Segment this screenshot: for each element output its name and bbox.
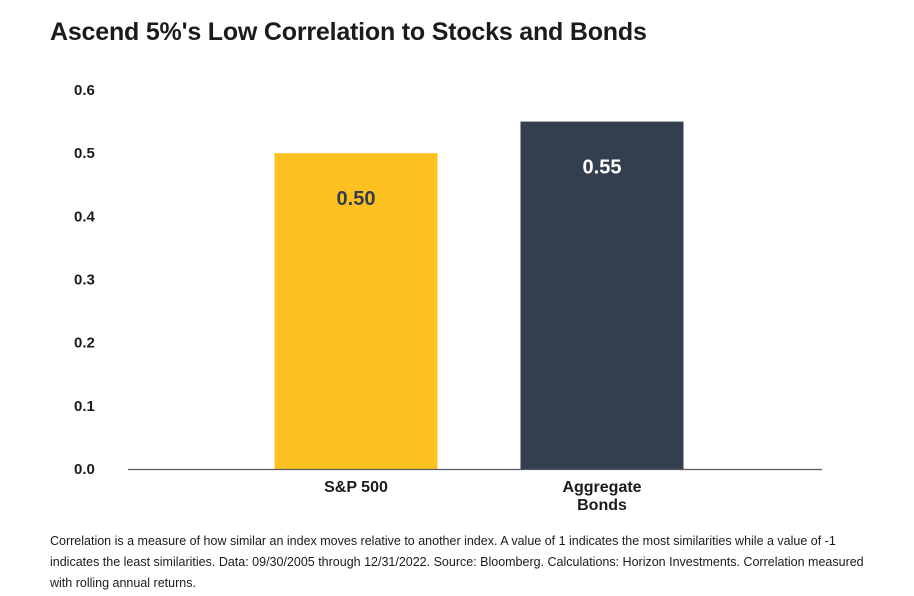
x-category-label: S&P 500 [324, 479, 388, 496]
y-tick-label: 0.0 [74, 461, 95, 478]
y-tick-label: 0.3 [74, 272, 95, 289]
y-tick-label: 0.4 [74, 208, 96, 225]
bar [520, 121, 684, 469]
y-tick-label: 0.6 [74, 82, 95, 99]
bar [274, 153, 438, 469]
y-tick-label: 0.2 [74, 335, 95, 352]
y-tick-label: 0.5 [74, 145, 95, 162]
y-tick-label: 0.1 [74, 398, 95, 415]
footnote: Correlation is a measure of how similar … [50, 534, 864, 590]
chart-title: Ascend 5%'s Low Correlation to Stocks an… [50, 18, 647, 46]
bar-value-label: 0.50 [337, 188, 376, 210]
x-category-label: Aggregate Bonds [562, 479, 641, 514]
bar-value-label: 0.55 [583, 157, 622, 179]
bar-chart: 0.0 0.1 0.2 0.3 0.4 0.5 0.6 0.50 0.55 S&P 500 Aggr… [74, 82, 822, 514]
